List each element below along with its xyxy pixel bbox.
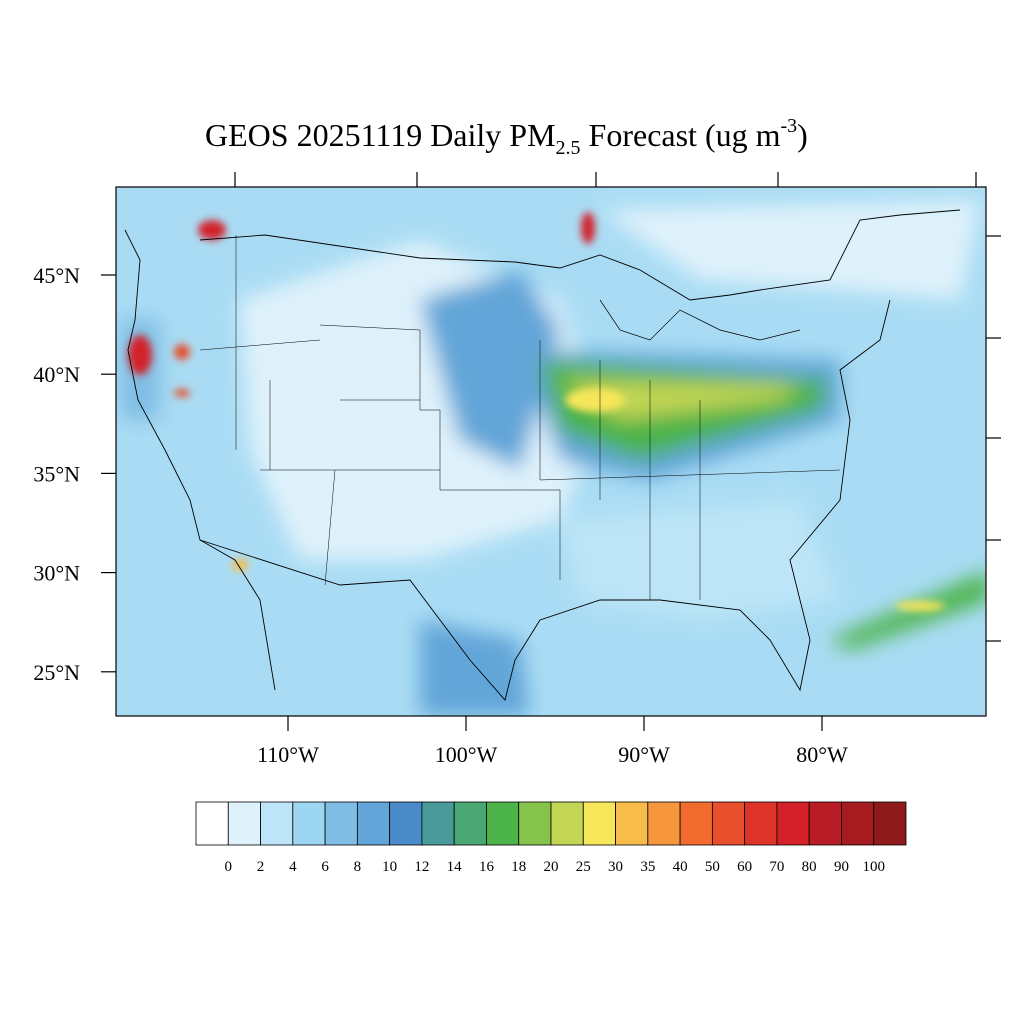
colorbar-label: 80 [802, 859, 817, 875]
lat-label: 40°N [33, 362, 80, 387]
colorbar-label: 100 [862, 859, 885, 875]
colorbar-label: 16 [479, 859, 495, 875]
colorbar-label: 4 [289, 859, 297, 875]
colorbar-label: 50 [705, 859, 720, 875]
colorbar-box [679, 801, 713, 846]
colorbar-box [227, 801, 261, 846]
title-subscript: 2.5 [556, 137, 581, 159]
colorbar-box [711, 801, 746, 846]
colorbar-label: 18 [511, 859, 526, 875]
colorbar-box [615, 801, 649, 846]
colorbar-box [324, 801, 358, 846]
colorbar-label: 14 [447, 859, 463, 875]
colorbar-box [550, 801, 584, 846]
title-end: ) [797, 117, 808, 153]
colorbar-box [195, 801, 229, 846]
title: GEOS 20251119 Daily PM2.5 Forecast (ug m… [205, 115, 808, 159]
lon-label: 90°W [618, 742, 670, 767]
colorbar-label: 90 [834, 859, 849, 875]
colorbar-label: 70 [769, 859, 784, 875]
axis-labels: 45°N 40°N 35°N 30°N 25°N 110°W 100°W 90°W 80°W [33, 263, 848, 767]
colorbar-box [647, 801, 681, 846]
colorbar-label: 30 [608, 859, 623, 875]
colorbar-label: 40 [673, 859, 688, 875]
colorbar-label: 2 [257, 859, 265, 875]
lat-label: 35°N [33, 461, 80, 486]
lat-label: 25°N [33, 660, 80, 685]
colorbar-box [582, 801, 616, 846]
colorbar-box [356, 801, 391, 846]
colorbar-box [873, 801, 907, 846]
map-field [116, 187, 986, 716]
colorbar-box [421, 801, 455, 846]
colorbar-box [453, 801, 487, 846]
frame-ticks [234, 172, 1001, 642]
lat-label: 45°N [33, 263, 80, 288]
colorbar-label: 8 [354, 859, 362, 875]
colorbar-box [486, 801, 520, 846]
hotspots [128, 212, 945, 611]
colorbar-label: 60 [737, 859, 752, 875]
colorbar-label: 6 [321, 859, 329, 875]
colorbar: 0 2 4 6 8 10 12 14 16 18 20 25 30 35 40 50 60 70 80 90 100 [195, 801, 907, 875]
colorbar-box [260, 801, 294, 846]
colorbar-label: 0 [225, 859, 233, 875]
colorbar-label: 20 [544, 859, 559, 875]
map-frame [115, 186, 987, 717]
colorbar-box [841, 801, 875, 846]
colorbar-box [744, 801, 778, 846]
lat-label: 30°N [33, 561, 80, 586]
colorbar-box [808, 801, 842, 846]
colorbar-box [518, 801, 552, 846]
colorbar-label: 10 [382, 859, 397, 875]
colorbar-label: 25 [576, 859, 591, 875]
lon-label: 100°W [435, 742, 498, 767]
colorbar-label: 35 [640, 859, 655, 875]
coastlines-borders [124, 209, 961, 701]
title-rest: Forecast (ug m [581, 117, 781, 153]
colorbar-box [776, 801, 810, 846]
title-main: GEOS 20251119 Daily PM [205, 117, 556, 153]
colorbar-label: 12 [414, 859, 429, 875]
colorbar-box [292, 801, 326, 846]
lon-label: 80°W [796, 742, 848, 767]
lon-label: 110°W [257, 742, 319, 767]
colorbar-box [389, 801, 423, 846]
title-superscript: -3 [780, 115, 797, 137]
